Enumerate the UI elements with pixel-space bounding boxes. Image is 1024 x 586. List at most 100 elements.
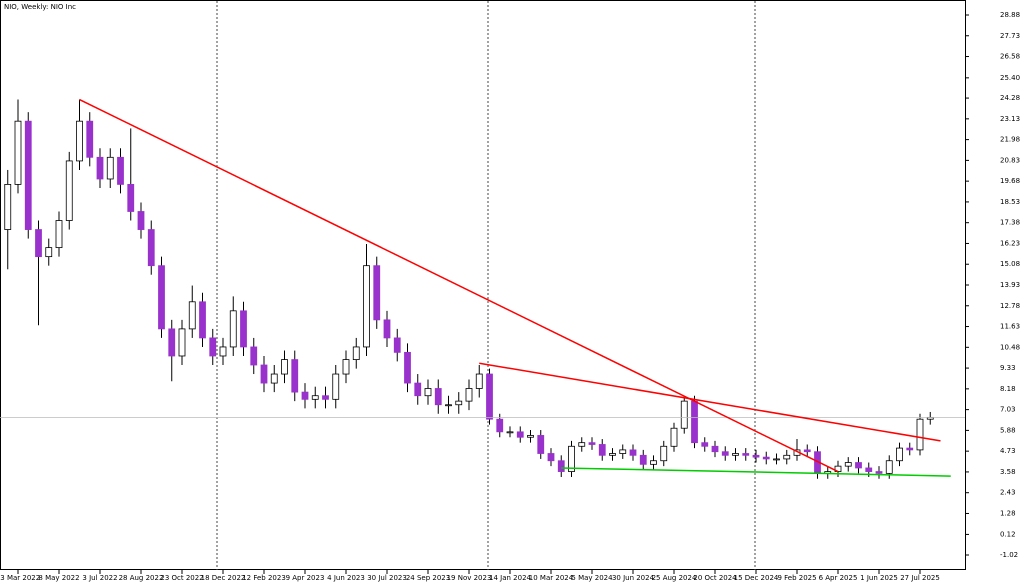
- y-tick-label: 1.28: [1000, 509, 1016, 517]
- candle-body: [844, 462, 852, 467]
- candle-body: [137, 211, 145, 230]
- x-tick-label: 6 Apr 2025: [819, 574, 858, 582]
- candle-body: [742, 453, 750, 456]
- candle-body: [199, 301, 206, 339]
- candle-body: [475, 373, 483, 389]
- y-tick-label: 18.53: [1000, 198, 1020, 206]
- candle-body: [906, 447, 914, 451]
- y-tick-label: 16.23: [1000, 239, 1020, 247]
- candle-body: [281, 359, 288, 375]
- candle-body: [455, 400, 463, 406]
- x-tick-label: 9 Feb 2025: [777, 574, 816, 582]
- candle-body: [322, 395, 329, 400]
- y-tick-label: 0.12: [1000, 530, 1016, 538]
- x-tick-label: 18 Dec 2022: [201, 574, 246, 582]
- candle-body: [434, 388, 442, 406]
- candle-body: [76, 120, 83, 162]
- candle-body: [229, 310, 237, 348]
- y-tick-label: 13.93: [1000, 281, 1020, 289]
- x-tick-label: 30 Jun 2024: [612, 574, 655, 582]
- y-tick-label: 26.58: [1000, 53, 1020, 61]
- candle-body: [855, 462, 862, 469]
- x-tick-label: 3 Jul 2022: [82, 574, 117, 582]
- candle-body: [598, 444, 606, 456]
- candle-body: [752, 454, 760, 458]
- candle-body: [896, 447, 903, 462]
- candle-body: [250, 346, 258, 366]
- candle-body: [404, 351, 411, 384]
- candle-body: [106, 156, 114, 180]
- candle-body: [270, 373, 278, 384]
- candle-body: [732, 453, 739, 456]
- candle-body: [4, 184, 12, 230]
- candle-body: [219, 346, 227, 357]
- x-tick-label: 10 Mar 2024: [529, 574, 574, 582]
- candle-body: [188, 301, 196, 330]
- candle-body: [803, 449, 811, 453]
- y-tick-label: 24.28: [1000, 94, 1020, 102]
- y-tick-label: 5.88: [1000, 426, 1016, 434]
- y-tick-label: 11.63: [1000, 323, 1020, 331]
- candle-body: [885, 460, 893, 474]
- candle-body: [14, 120, 22, 185]
- candle-body: [547, 453, 555, 462]
- y-tick-label: 19.68: [1000, 177, 1020, 185]
- y-tick-label: 15.08: [1000, 260, 1020, 268]
- candle-body: [147, 229, 155, 267]
- candle-body: [35, 229, 42, 258]
- candle-body: [711, 445, 719, 453]
- x-tick-label: 23 Oct 2022: [160, 574, 203, 582]
- x-tick-label: 13 Mar 2022: [0, 574, 40, 582]
- y-tick-label: 28.88: [1000, 11, 1020, 19]
- x-tick-label: 20 Oct 2024: [693, 574, 737, 582]
- y-tick-label: 17.38: [1000, 219, 1020, 227]
- x-tick-label: 12 Feb 2023: [242, 574, 286, 582]
- candle-body: [916, 418, 924, 451]
- candle-body: [301, 391, 309, 400]
- candle-body: [660, 445, 668, 462]
- y-tick-label: 23.13: [1000, 115, 1020, 123]
- candle-body: [240, 310, 247, 348]
- candle-body: [609, 453, 616, 456]
- chart-title: NIO, Weekly: NIO Inc: [4, 3, 76, 11]
- candle-body: [424, 388, 432, 397]
- candle-body: [445, 404, 452, 407]
- y-tick-label: 9.33: [1000, 364, 1016, 372]
- candle-body: [875, 471, 883, 474]
- candle-body: [619, 449, 627, 454]
- y-tick-label: 4.73: [1000, 447, 1016, 455]
- candle-body: [383, 319, 391, 339]
- candle-body: [680, 400, 688, 429]
- candle-body: [537, 435, 545, 454]
- x-tick-label: 30 Jul 2023: [367, 574, 407, 582]
- candle-body: [506, 431, 514, 434]
- y-tick-label: 20.83: [1000, 156, 1020, 164]
- y-tick-label: 25.40: [1000, 74, 1020, 82]
- candle-body: [486, 373, 493, 420]
- candle-body: [865, 467, 873, 472]
- y-tick-label: 27.73: [1000, 32, 1020, 40]
- candle-body: [670, 427, 678, 447]
- candle-body: [260, 364, 268, 384]
- candle-body: [127, 184, 135, 212]
- candle-body: [352, 346, 360, 360]
- x-tick-label: 24 Sep 2023: [406, 574, 450, 582]
- y-tick-label: 2.43: [1000, 489, 1016, 497]
- x-tick-label: 8 May 2022: [38, 574, 79, 582]
- candle-body: [209, 337, 217, 357]
- trendline: [479, 362, 941, 442]
- x-tick-label: 5 May 2024: [571, 574, 613, 582]
- x-tick-label: 25 Aug 2024: [652, 574, 697, 582]
- candle-body: [24, 120, 32, 230]
- x-tick-label: 19 Nov 2023: [447, 574, 492, 582]
- candle-body: [45, 247, 53, 258]
- candle-body: [342, 359, 350, 375]
- candle-body: [578, 442, 586, 447]
- candle-body: [783, 454, 791, 460]
- x-tick-label: 4 Jun 2023: [327, 574, 365, 582]
- candle-body: [762, 456, 770, 460]
- y-tick-label: 3.58: [1000, 468, 1016, 476]
- candle-body: [568, 445, 575, 472]
- trendline: [561, 467, 951, 477]
